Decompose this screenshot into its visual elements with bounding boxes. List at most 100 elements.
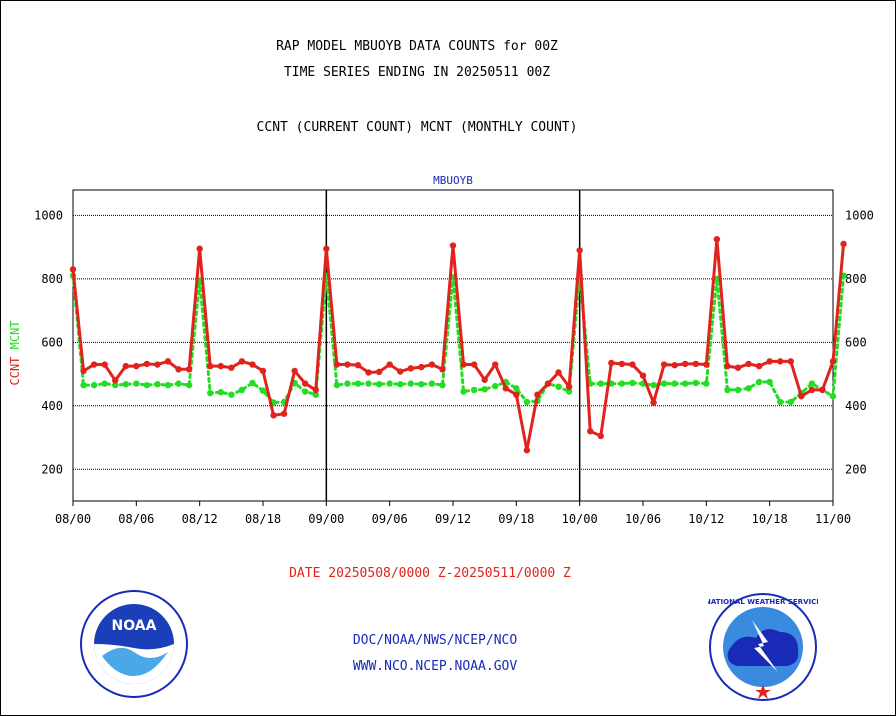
data-point-ccnt	[207, 362, 214, 370]
y-tick-label-right: 800	[845, 272, 867, 286]
data-point-ccnt	[217, 362, 224, 370]
url-link[interactable]: WWW.NCO.NCEP.NOAA.GOV	[352, 659, 518, 674]
data-point-ccnt	[175, 366, 182, 373]
x-tick-label: 08/18	[245, 512, 281, 526]
data-point-mcnt	[312, 391, 319, 398]
data-point-ccnt	[502, 385, 509, 392]
y-axis-label-ccnt: CCNT	[8, 357, 22, 386]
data-point-mcnt	[386, 380, 393, 387]
data-point-mcnt	[228, 391, 235, 398]
data-point-ccnt	[333, 361, 341, 368]
x-tick-label: 10/06	[625, 512, 661, 526]
data-point-ccnt	[513, 391, 520, 398]
data-point-ccnt	[587, 427, 594, 435]
x-tick-label: 10/18	[752, 512, 788, 526]
data-point-mcnt	[481, 386, 488, 393]
data-point-ccnt	[597, 432, 604, 440]
data-point-ccnt	[90, 361, 98, 368]
y-axis-label-mcnt: MCNT	[8, 320, 22, 356]
x-tick-label: 09/00	[308, 512, 344, 526]
y-tick-label-left: 200	[41, 462, 63, 476]
data-point-mcnt	[238, 386, 246, 394]
data-point-ccnt	[703, 361, 710, 368]
data-point-mcnt	[787, 398, 794, 406]
data-point-ccnt	[734, 364, 742, 371]
data-point-ccnt	[312, 386, 319, 394]
data-point-ccnt	[196, 245, 203, 252]
data-point-ccnt	[228, 364, 235, 371]
x-tick-label: 09/18	[498, 512, 534, 526]
data-point-ccnt	[470, 361, 478, 368]
data-point-mcnt	[597, 380, 604, 387]
data-point-ccnt	[724, 362, 731, 370]
data-point-mcnt	[354, 380, 362, 387]
data-point-mcnt	[259, 387, 267, 394]
data-point-mcnt	[671, 380, 678, 387]
data-point-ccnt	[439, 366, 446, 373]
data-point-mcnt	[618, 380, 626, 387]
data-point-ccnt	[829, 358, 837, 365]
data-point-ccnt	[154, 361, 161, 368]
x-tick-label: 11/00	[815, 512, 851, 526]
data-point-mcnt	[808, 380, 816, 387]
data-point-ccnt	[682, 360, 689, 368]
data-point-mcnt	[660, 380, 668, 387]
data-point-mcnt	[175, 380, 182, 387]
data-point-mcnt	[745, 385, 752, 392]
data-point-ccnt	[291, 367, 298, 375]
data-point-ccnt	[302, 380, 309, 387]
data-point-mcnt	[407, 380, 414, 387]
date-range-label: DATE 20250508/0000 Z-20250511/0000 Z	[289, 566, 571, 581]
data-point-ccnt	[544, 380, 552, 387]
data-point-mcnt	[629, 379, 636, 387]
header-title-line1: RAP MODEL MBUOYB DATA COUNTS for 00Z	[276, 39, 558, 54]
series-line-mcnt	[71, 274, 846, 405]
data-point-ccnt	[819, 386, 826, 394]
header-title-line2: TIME SERIES ENDING IN 20250511 00Z	[283, 65, 551, 80]
data-point-mcnt	[418, 381, 425, 388]
data-point-ccnt	[418, 363, 425, 371]
data-point-ccnt	[365, 369, 372, 376]
data-point-ccnt	[766, 358, 773, 365]
y-axis-label: CCNT MCNT	[8, 320, 22, 385]
data-point-mcnt	[249, 379, 256, 387]
x-tick-label: 08/06	[118, 512, 154, 526]
data-point-ccnt	[840, 240, 847, 248]
data-point-mcnt	[375, 381, 383, 388]
data-point-ccnt	[143, 360, 151, 368]
data-point-ccnt	[798, 393, 805, 400]
data-point-mcnt	[439, 381, 446, 389]
data-point-ccnt	[618, 360, 626, 368]
data-point-ccnt	[344, 361, 351, 368]
data-point-mcnt	[122, 381, 129, 388]
data-point-mcnt	[428, 380, 436, 387]
data-point-ccnt	[629, 361, 636, 368]
data-point-ccnt	[713, 235, 721, 243]
data-point-ccnt	[608, 359, 615, 367]
data-point-ccnt	[639, 372, 647, 379]
data-point-ccnt	[449, 242, 457, 249]
data-point-ccnt	[481, 376, 488, 383]
data-point-mcnt	[164, 381, 172, 389]
y-tick-label-left: 400	[41, 399, 63, 413]
data-point-mcnt	[90, 381, 98, 389]
data-point-mcnt	[555, 383, 562, 390]
data-point-ccnt	[122, 362, 129, 370]
data-point-ccnt	[671, 361, 678, 369]
data-point-ccnt	[460, 361, 467, 368]
data-point-ccnt	[112, 377, 119, 384]
data-point-mcnt	[143, 381, 151, 389]
data-point-ccnt	[576, 247, 583, 254]
y-tick-label-right: 1000	[845, 208, 874, 222]
x-tick-label: 09/12	[435, 512, 471, 526]
data-point-ccnt	[397, 368, 404, 375]
data-point-ccnt	[808, 386, 816, 394]
data-point-mcnt	[80, 381, 87, 389]
data-point-ccnt	[534, 391, 541, 398]
data-point-ccnt	[745, 360, 752, 368]
data-point-ccnt	[80, 367, 87, 375]
data-point-mcnt	[112, 381, 119, 389]
data-point-ccnt	[133, 362, 140, 370]
data-point-ccnt	[650, 399, 657, 406]
